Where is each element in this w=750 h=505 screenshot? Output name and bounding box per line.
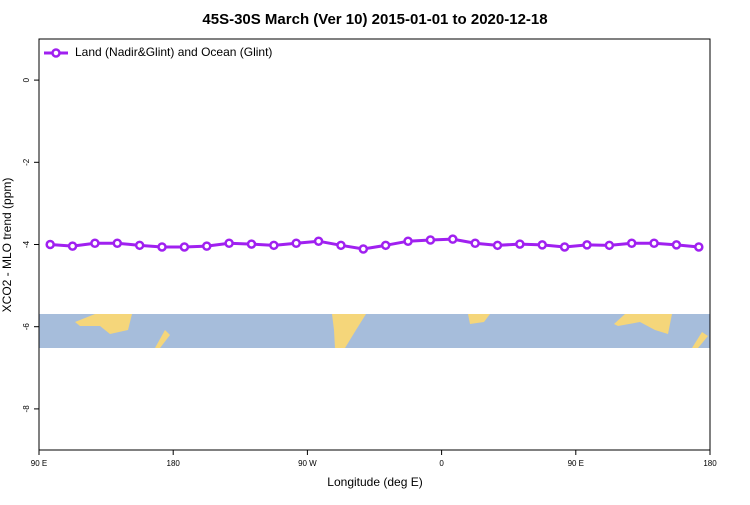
data-point [448,234,458,244]
chart-title: 45S-30S March (Ver 10) 2015-01-01 to 202… [202,11,547,28]
data-point [291,238,301,249]
data-point [358,244,369,254]
data-point [380,240,391,251]
data-point [492,240,503,251]
x-tick-label: 180 [167,459,181,468]
data-point [582,240,592,250]
map-band [39,314,710,348]
land [155,330,170,348]
data-point [313,236,324,246]
data-point [224,238,234,249]
ocean [39,314,710,348]
data-point [403,236,413,246]
data-point [269,240,279,251]
data-point [671,240,682,250]
data-point [45,239,55,250]
data-point [470,238,480,249]
x-tick-label: 90 W [298,459,317,468]
x-axis-label: Longitude (deg E) [327,475,422,489]
x-tick-label: 0 [439,459,444,468]
x-tick-label: 90 E [568,459,584,468]
land [468,314,490,324]
y-tick-label: 0 [22,77,31,82]
data-point [559,242,570,252]
data-point [112,238,123,249]
data-point [90,238,100,249]
land [614,314,672,334]
data-point [515,239,525,249]
y-tick-label: -8 [22,405,31,413]
land [332,314,366,348]
legend-label: Land (Nadir&Glint) and Ocean (Glint) [75,45,272,59]
y-tick-label: -4 [22,240,31,248]
data-point [626,238,637,249]
data-point [202,241,212,251]
data-point [336,240,346,251]
y-tick-label: -6 [22,323,31,331]
data-point [179,242,190,252]
data-point [67,241,78,251]
data-point [694,242,704,252]
data-point [157,242,167,252]
data-point [537,240,547,250]
data-point [246,239,257,249]
land [75,314,132,334]
y-axis-label: XCO2 - MLO trend (ppm) [0,178,14,313]
series-line [50,237,699,251]
legend-marker [51,48,61,58]
x-tick-label: 180 [703,459,717,468]
data-point [649,238,659,249]
y-tick-label: -2 [22,158,31,166]
x-tick-label: 90 E [31,459,47,468]
land [692,332,708,348]
data-point [425,235,436,245]
data-point [134,240,145,251]
data-point [604,240,615,251]
